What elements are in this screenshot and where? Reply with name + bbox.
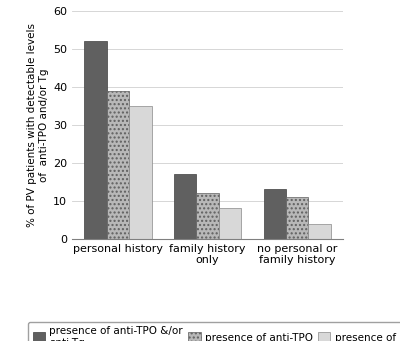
Bar xyxy=(308,223,331,239)
Legend: presence of anti-TPO &/or
anti-Tg, presence of anti-TPO, presence of anti-Tg: presence of anti-TPO &/or anti-Tg, prese… xyxy=(28,322,400,341)
Bar xyxy=(264,189,286,239)
Bar xyxy=(107,91,129,239)
Bar xyxy=(286,197,308,239)
Bar xyxy=(129,106,152,239)
Bar xyxy=(174,174,196,239)
Y-axis label: % of PV patients with detectable levels
of  anti-TPO and/or Tg: % of PV patients with detectable levels … xyxy=(27,23,49,227)
Bar xyxy=(219,208,241,239)
Bar xyxy=(84,41,107,239)
Bar xyxy=(196,193,219,239)
